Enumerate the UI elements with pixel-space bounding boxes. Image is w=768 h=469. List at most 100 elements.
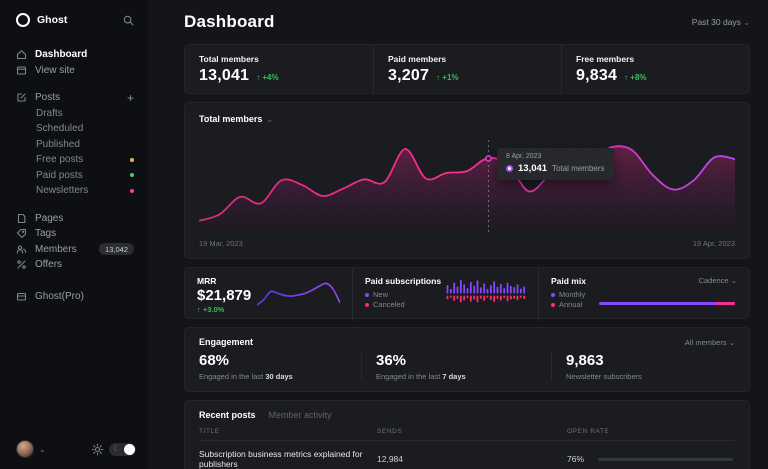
sidebar-item-label: Members (35, 243, 77, 255)
chart-end-date: 19 Apr, 2023 (692, 239, 735, 248)
sidebar-item-offers[interactable]: Offers (16, 257, 134, 273)
user-avatar[interactable] (16, 440, 34, 458)
stat-free-members: Free members 9,834 ↑ +8% (561, 45, 749, 94)
legend-dot (551, 293, 555, 297)
chevron-down-icon[interactable]: ⌄ (39, 444, 46, 454)
free-posts-dot (130, 157, 134, 162)
stat-value: 9,834 (576, 67, 618, 84)
paid-mix-title: Paid mix (551, 276, 586, 286)
chevron-down-icon[interactable]: ⌄ (266, 114, 274, 124)
chart-tooltip: 8 Apr, 2023 13,041 Total members (497, 148, 614, 180)
sidebar-item-view-site[interactable]: View site (16, 63, 134, 79)
sidebar-item-pages[interactable]: Pages (16, 211, 134, 227)
sidebar-item-free-posts[interactable]: Free posts (36, 152, 134, 168)
paid-subscriptions-section: Paid subscriptions New Canceled (352, 268, 538, 322)
column-header-sends: Sends (377, 428, 403, 435)
tooltip-date: 8 Apr, 2023 (506, 153, 542, 160)
home-icon (16, 50, 27, 60)
dark-mode-toggle[interactable]: ☾ (109, 442, 136, 456)
mrr-label: MRR (197, 276, 217, 286)
paid-subscriptions-bars (446, 279, 526, 303)
main-content: Dashboard Past 30 days ⌄ Total members 1… (148, 0, 768, 469)
brand-name: Ghost (37, 14, 68, 26)
sidebar-item-label: Ghost(Pro) (35, 290, 84, 302)
sidebar-item-published[interactable]: Published (36, 137, 134, 153)
engagement-value: 36% (376, 352, 407, 369)
search-icon[interactable] (123, 15, 134, 26)
sidebar-item-dashboard[interactable]: Dashboard (16, 47, 134, 63)
cadence-dropdown[interactable]: Cadence ⌄ (698, 276, 737, 285)
stat-label: Total members (199, 54, 259, 64)
sidebar-item-label: Paid posts (36, 169, 83, 181)
stat-delta: ↑ +1% (436, 73, 459, 82)
area-chart (199, 136, 735, 234)
sidebar-item-scheduled[interactable]: Scheduled (36, 121, 134, 137)
sidebar-item-label: Posts (35, 92, 61, 104)
stat-paid-members: Paid members 3,207 ↑ +1% (373, 45, 561, 94)
legend-dot (365, 303, 369, 307)
stat-label: Paid members (388, 54, 447, 64)
sidebar: Ghost Dashboard View site Posts + Drafts… (0, 0, 148, 469)
sidebar-item-label: Free posts (36, 154, 84, 166)
members-icon (16, 245, 27, 254)
tooltip-marker-icon (506, 165, 513, 172)
table-row[interactable]: Subscription business metrics explained … (199, 441, 735, 469)
tag-icon (16, 229, 27, 239)
page-icon (17, 213, 26, 223)
legend-item-canceled: Canceled (365, 300, 446, 310)
newsletter-subscribers: 9,863 Newsletter subscribers (551, 352, 735, 381)
engagement-card: Engagement All members ⌄ 68% Engaged in … (184, 327, 750, 392)
gear-icon[interactable] (91, 443, 104, 456)
package-icon (16, 292, 27, 301)
engagement-7d: 36% Engaged in the last 7 days (361, 352, 551, 381)
mrr-value: $21,879 (197, 287, 252, 304)
chevron-down-icon: ⌄ (728, 337, 735, 347)
legend-dot (365, 293, 369, 297)
paid-mix-bar (599, 302, 735, 305)
sidebar-item-label: Drafts (36, 107, 63, 119)
stat-value: 3,207 (388, 67, 430, 84)
sidebar-item-label: Dashboard (35, 49, 88, 61)
tab-recent-posts[interactable]: Recent posts (199, 410, 256, 420)
recent-posts-card: Recent posts Member activity Title Sends… (184, 400, 750, 469)
engagement-title: Engagement (199, 337, 254, 347)
engagement-30d: 68% Engaged in the last 30 days (199, 352, 361, 381)
legend-item-new: New (365, 290, 446, 300)
mrr-section: MRR $21,879 ↑ +3.0% (185, 268, 352, 322)
column-header-title: Title (199, 428, 220, 435)
moon-icon: ☾ (113, 444, 121, 453)
total-members-chart[interactable]: 8 Apr, 2023 13,041 Total members (199, 132, 735, 234)
sidebar-item-label: Offers (35, 259, 63, 271)
tab-member-activity[interactable]: Member activity (268, 410, 332, 420)
sidebar-item-newsletters[interactable]: Newsletters (36, 183, 134, 199)
sidebar-item-members[interactable]: Members 13,042 (16, 242, 134, 258)
post-sends: 12,984 (377, 454, 403, 464)
sidebar-item-tags[interactable]: Tags (16, 226, 134, 242)
engagement-value: 9,863 (566, 352, 604, 369)
audience-dropdown[interactable]: All members ⌄ (684, 337, 735, 347)
open-rate-bar (598, 457, 733, 461)
tooltip-label: Total members (552, 164, 605, 173)
paid-mix-section: Paid mix Cadence ⌄ Monthly Annual (538, 268, 749, 322)
sidebar-item-ghost-pro[interactable]: Ghost(Pro) (16, 289, 134, 305)
total-members-chart-card: Total members ⌄ 8 Apr, 2023 13,041 (184, 102, 750, 259)
chart-start-date: 19 Mar, 2023 (199, 239, 243, 248)
sidebar-item-label: Tags (35, 228, 57, 240)
sidebar-item-paid-posts[interactable]: Paid posts (36, 168, 134, 184)
paid-subscriptions-title: Paid subscriptions (365, 276, 442, 286)
date-range-dropdown[interactable]: Past 30 days ⌄ (691, 17, 750, 27)
chart-title: Total members (199, 114, 263, 124)
open-rate-value: 76% (567, 454, 585, 464)
sidebar-item-label: Scheduled (36, 123, 84, 135)
revenue-row-card: MRR $21,879 ↑ +3.0% Paid subscriptions N… (184, 267, 750, 322)
stat-total-members: Total members 13,041 ↑ +4% (185, 45, 373, 94)
sidebar-item-label: Published (36, 138, 80, 150)
column-header-open-rate: Open rate (567, 428, 610, 435)
mrr-sparkline (257, 282, 340, 306)
add-post-icon[interactable]: + (126, 90, 134, 105)
sidebar-item-posts[interactable]: Posts + (16, 90, 134, 106)
sidebar-item-drafts[interactable]: Drafts (36, 106, 134, 122)
member-stats-card: Total members 13,041 ↑ +4% Paid members 3… (184, 44, 750, 94)
page-title: Dashboard (184, 12, 275, 31)
chevron-down-icon: ⌄ (730, 276, 737, 285)
